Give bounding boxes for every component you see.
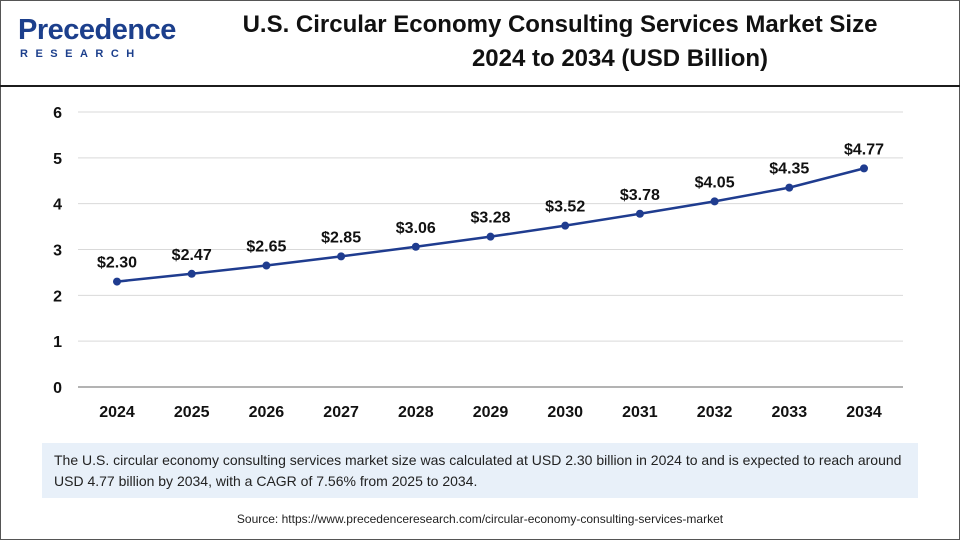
- x-tick-label: 2028: [398, 404, 434, 421]
- description-box: The U.S. circular economy consulting ser…: [42, 443, 918, 498]
- data-point: [785, 183, 794, 192]
- data-point: [337, 252, 346, 261]
- line-chart: 0 1 2 3 4 5 6 2024 2025 2026 2027 2028 2029 2030 2031 2…: [53, 105, 903, 421]
- source-note: Source: https://www.precedenceresearch.c…: [236, 512, 724, 526]
- data-point: [113, 277, 121, 286]
- y-tick-label: 5: [53, 151, 62, 168]
- data-label: $2.65: [246, 239, 286, 256]
- chart-title-line1: U.S. Circular Economy Consulting Service…: [242, 11, 878, 38]
- chart-title: U.S. Circular Economy Consulting Service…: [200, 8, 920, 76]
- y-tick-label: 2: [53, 288, 62, 305]
- title-divider: [0, 85, 960, 87]
- data-point: [187, 269, 196, 278]
- logo-sub: RESEARCH: [20, 48, 142, 60]
- x-tick-label: 2026: [249, 404, 285, 421]
- x-tick-label: 2027: [323, 404, 359, 421]
- brand-logo: Precedence RESEARCH: [18, 14, 176, 64]
- x-tick-label: 2029: [473, 404, 509, 421]
- data-label: $3.52: [545, 199, 585, 216]
- data-point: [635, 209, 644, 218]
- data-label: $3.78: [620, 187, 660, 204]
- x-tick-label: 2034: [846, 404, 882, 421]
- data-label: $2.85: [321, 229, 361, 246]
- x-tick-label: 2024: [99, 404, 135, 421]
- x-tick-label: 2032: [697, 404, 733, 421]
- data-point: [411, 242, 420, 251]
- data-label: $3.06: [396, 220, 436, 237]
- x-tick-label: 2031: [622, 404, 658, 421]
- data-label: $4.05: [695, 174, 735, 191]
- x-tick-label: 2025: [174, 404, 210, 421]
- chart-title-line2: 2024 to 2034 (USD Billion): [471, 45, 769, 72]
- logo-name: Precedence: [18, 14, 176, 46]
- y-tick-label: 3: [53, 243, 62, 260]
- data-point: [486, 232, 495, 241]
- data-label: $2.30: [97, 255, 137, 272]
- data-point: [262, 261, 271, 270]
- x-tick-label: 2030: [547, 404, 583, 421]
- data-label: $4.77: [844, 141, 884, 158]
- data-point: [860, 164, 868, 173]
- x-tick-label: 2033: [772, 404, 808, 421]
- y-tick-label: 4: [53, 197, 62, 214]
- y-tick-label: 0: [53, 380, 62, 397]
- data-point: [710, 197, 719, 206]
- data-point: [561, 221, 570, 230]
- y-tick-label: 1: [53, 334, 62, 351]
- data-label: $2.47: [172, 247, 212, 264]
- data-label: $4.35: [769, 161, 809, 178]
- y-tick-label: 6: [53, 105, 62, 122]
- data-label: $3.28: [470, 210, 510, 227]
